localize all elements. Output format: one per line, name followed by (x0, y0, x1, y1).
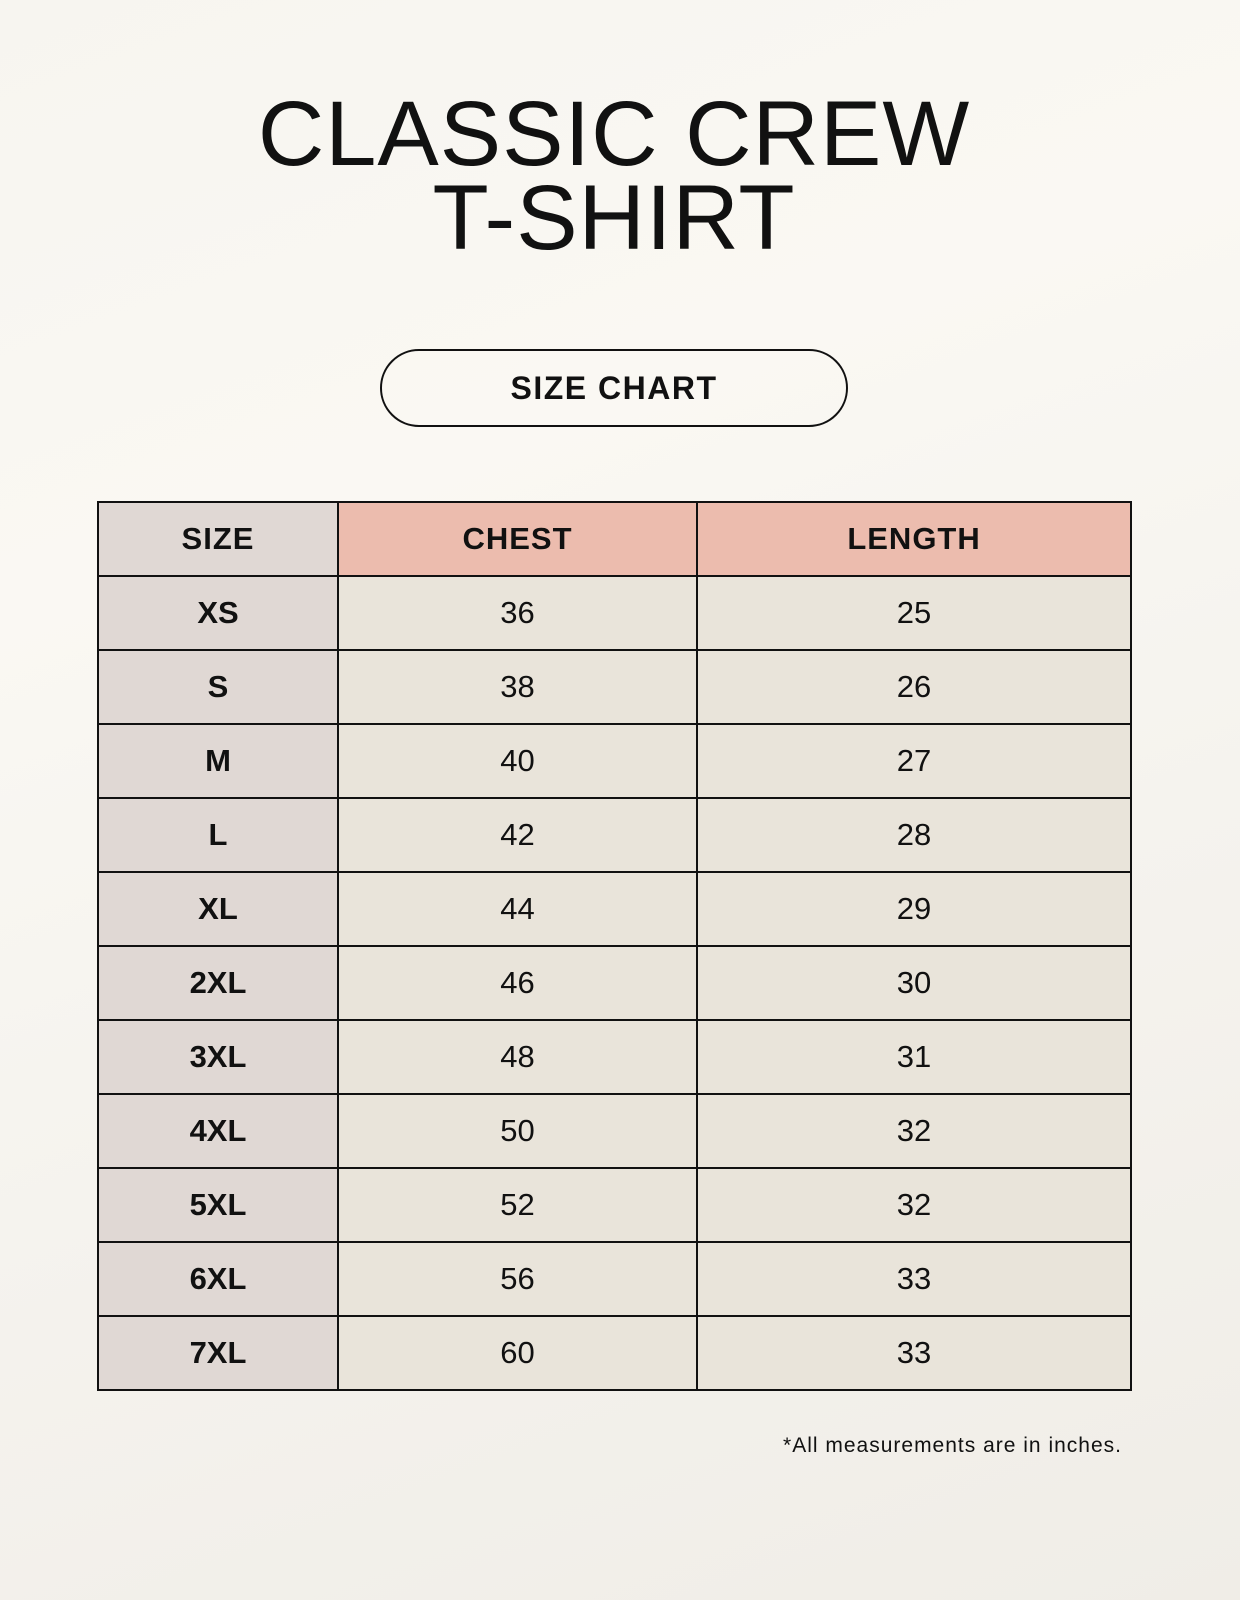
cell-size: 6XL (97, 1241, 339, 1317)
cell-chest: 50 (336, 1093, 699, 1169)
cell-length: 26 (696, 649, 1132, 725)
cell-size: L (97, 797, 339, 873)
size-chart-badge: SIZE CHART (380, 349, 848, 427)
table-row: 5XL 52 32 (97, 1167, 1132, 1243)
cell-size: 4XL (97, 1093, 339, 1169)
cell-size: XL (97, 871, 339, 947)
cell-length: 29 (696, 871, 1132, 947)
header-length: LENGTH (696, 501, 1132, 577)
cell-size: 3XL (97, 1019, 339, 1095)
cell-size: 5XL (97, 1167, 339, 1243)
cell-chest: 38 (336, 649, 699, 725)
cell-length: 33 (696, 1241, 1132, 1317)
size-table: SIZE CHEST LENGTH XS 36 25 S 38 26 M 40 27 L 42 28 X… (97, 501, 1132, 1391)
cell-length: 28 (696, 797, 1132, 873)
table-row: M 40 27 (97, 723, 1132, 799)
cell-chest: 60 (336, 1315, 699, 1391)
header-size: SIZE (97, 501, 339, 577)
cell-chest: 42 (336, 797, 699, 873)
cell-length: 27 (696, 723, 1132, 799)
table-row: XL 44 29 (97, 871, 1132, 947)
title-line-2: T-SHIRT (432, 167, 796, 269)
cell-chest: 36 (336, 575, 699, 651)
footnote: *All measurements are in inches. (783, 1434, 1122, 1457)
table-row: 3XL 48 31 (97, 1019, 1132, 1095)
cell-chest: 46 (336, 945, 699, 1021)
table-row: XS 36 25 (97, 575, 1132, 651)
cell-length: 31 (696, 1019, 1132, 1095)
cell-size: 7XL (97, 1315, 339, 1391)
page-title: CLASSIC CREW T-SHIRT (0, 88, 1228, 264)
cell-chest: 48 (336, 1019, 699, 1095)
table-row: 4XL 50 32 (97, 1093, 1132, 1169)
cell-length: 32 (696, 1093, 1132, 1169)
table-row: 6XL 56 33 (97, 1241, 1132, 1317)
cell-chest: 40 (336, 723, 699, 799)
cell-chest: 56 (336, 1241, 699, 1317)
cell-length: 32 (696, 1167, 1132, 1243)
table-row: S 38 26 (97, 649, 1132, 725)
table-header-row: SIZE CHEST LENGTH (97, 501, 1132, 577)
cell-size: XS (97, 575, 339, 651)
cell-length: 33 (696, 1315, 1132, 1391)
table-row: 2XL 46 30 (97, 945, 1132, 1021)
cell-size: S (97, 649, 339, 725)
table-row: L 42 28 (97, 797, 1132, 873)
cell-length: 25 (696, 575, 1132, 651)
cell-chest: 44 (336, 871, 699, 947)
cell-length: 30 (696, 945, 1132, 1021)
table-row: 7XL 60 33 (97, 1315, 1132, 1391)
cell-size: M (97, 723, 339, 799)
header-chest: CHEST (336, 501, 699, 577)
cell-size: 2XL (97, 945, 339, 1021)
title-line-1: CLASSIC CREW (257, 83, 971, 185)
cell-chest: 52 (336, 1167, 699, 1243)
